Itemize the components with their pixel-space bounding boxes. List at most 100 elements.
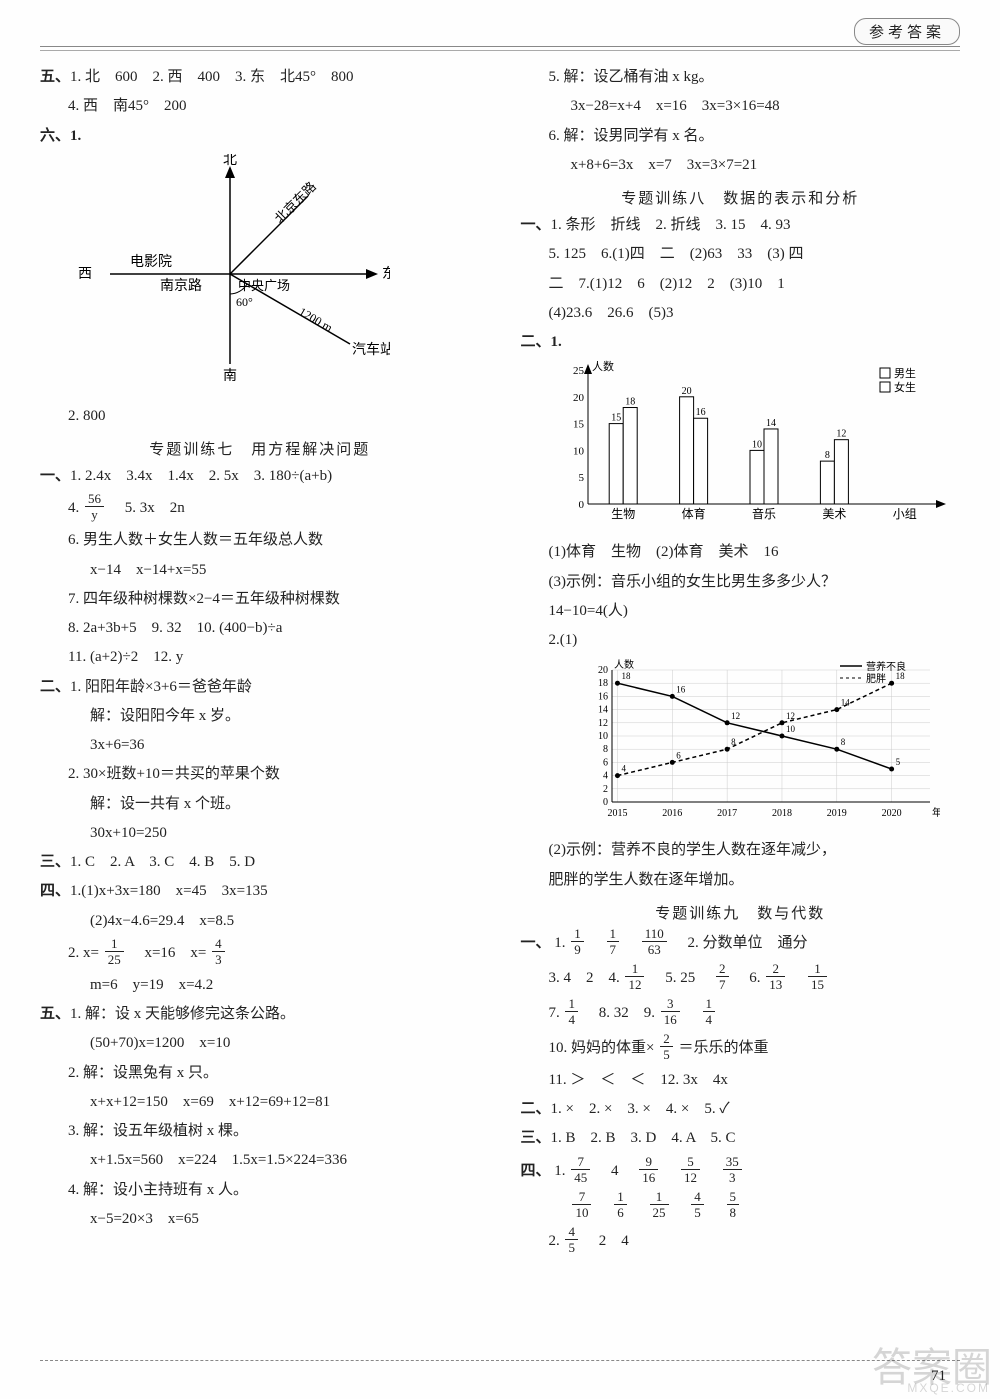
t9-4-r1: 四、 1. 745 4 916 512 353 <box>520 1157 960 1186</box>
t8-2-a3: 14−10=4(人) <box>520 600 960 623</box>
svg-text:5: 5 <box>896 757 901 767</box>
svg-text:14: 14 <box>766 418 776 429</box>
column-divider <box>500 60 501 1359</box>
t8-1-l1: 一、1. 条形 折线 2. 折线 3. 15 4. 93 <box>520 214 960 237</box>
watermark-small: MXQE.COM <box>907 1381 990 1395</box>
svg-text:2019: 2019 <box>827 808 847 819</box>
t7-1-l7: 7. 四年级种树棵数×2−4＝五年级种树棵数 <box>40 588 480 611</box>
svg-text:16: 16 <box>696 407 706 418</box>
t8-2-a2: (3)示例：音乐小组的女生比男生多多少人？ <box>520 571 960 594</box>
t7-1-l4: 4. 56y 5. 3x 2n <box>40 494 480 523</box>
svg-text:25: 25 <box>573 365 585 377</box>
r-t7-5-l5: 5. 解：设乙桶有油 x kg。 <box>520 66 960 89</box>
svg-text:8: 8 <box>825 450 830 461</box>
svg-text:体育: 体育 <box>682 506 706 521</box>
right-column: 5. 解：设乙桶有油 x kg。 3x−28=x+4 x=16 3x=3×16=… <box>520 60 960 1359</box>
svg-text:18: 18 <box>896 671 906 681</box>
svg-text:18: 18 <box>622 671 632 681</box>
t7-1-l6b: x−14 x−14+x=55 <box>40 559 480 582</box>
t8-1-l4: (4)23.6 26.6 (5)3 <box>520 302 960 325</box>
svg-text:10: 10 <box>786 724 796 734</box>
t7-1-l6: 6. 男生人数＋女生人数＝五年级总人数 <box>40 529 480 552</box>
svg-text:20: 20 <box>573 392 585 404</box>
svg-text:2: 2 <box>603 784 608 795</box>
svg-text:2017: 2017 <box>718 808 738 819</box>
svg-text:2016: 2016 <box>663 808 683 819</box>
t7-5-l4b: x−5=20×3 x=65 <box>40 1208 480 1231</box>
svg-text:15: 15 <box>573 419 585 431</box>
r-t7-5-l5b: 3x−28=x+4 x=16 3x=3×16=48 <box>520 95 960 118</box>
compass-diagram: 北 南 东 西 电影院 南京路 中央广场 北京东路 1200 m 汽车站 60° <box>70 154 480 399</box>
t7-2-l1b: 解：设阳阳今年 x 岁。 <box>40 705 480 728</box>
t8-1-l2: 5. 125 6.(1)四 二 (2)63 33 (3) 四 <box>520 243 960 266</box>
t9-1-l11: 11. ＞ ＜ ＜ 12. 3x 4x <box>520 1069 960 1092</box>
topic9-title: 专题训练九 数与代数 <box>520 902 960 923</box>
svg-text:南: 南 <box>223 368 237 384</box>
t9-3: 三、1. B 2. B 3. D 4. A 5. C <box>520 1127 960 1150</box>
svg-text:8: 8 <box>603 744 608 755</box>
svg-text:生物: 生物 <box>612 507 636 521</box>
t8-2-a1: (1)体育 生物 (2)体育 美术 16 <box>520 541 960 564</box>
svg-text:肥胖: 肥胖 <box>866 673 886 685</box>
svg-text:2015: 2015 <box>608 808 628 819</box>
svg-text:1200 m: 1200 m <box>297 304 336 335</box>
t9-4-r3: 2. 45 2 4 <box>520 1227 960 1256</box>
sec5-line4: 4. 西 南45° 200 <box>40 95 480 118</box>
header-rule <box>40 46 960 51</box>
t8-2-label: 二、1. <box>520 331 960 354</box>
sec5-line1: 五、1. 北 600 2. 西 400 3. 东 北45° 800 <box>40 66 480 89</box>
svg-text:北京东路: 北京东路 <box>272 178 319 225</box>
svg-text:10: 10 <box>598 731 608 742</box>
topic7-title: 专题训练七 用方程解决问题 <box>40 438 480 459</box>
topic8-title: 专题训练八 数据的表示和分析 <box>520 187 960 208</box>
bar-chart-1: 0510152025人数男生女生1518生物2016体育1014音乐812美术小… <box>550 360 960 535</box>
t8-1-l3: 二 7.(1)12 6 (2)12 2 (3)10 1 <box>520 273 960 296</box>
t9-1-l7: 7. 14 8. 32 9. 316 14 <box>520 999 960 1028</box>
svg-text:北: 北 <box>223 154 237 168</box>
svg-text:20: 20 <box>682 386 692 397</box>
footer-rule <box>40 1360 960 1361</box>
t7-4-l1b: (2)4x−4.6=29.4 x=8.5 <box>40 910 480 933</box>
t7-5-l2b: x+x+12=150 x=69 x+12=69+12=81 <box>40 1091 480 1114</box>
t8-2-a5: 肥胖的学生人数在逐年增加。 <box>520 869 960 892</box>
svg-text:18: 18 <box>626 397 636 408</box>
t7-4-l1: 四、1.(1)x+3x=180 x=45 3x=135 <box>40 880 480 903</box>
svg-text:4: 4 <box>603 771 608 782</box>
svg-text:音乐: 音乐 <box>752 506 776 521</box>
svg-text:女生: 女生 <box>894 380 916 394</box>
t7-2-l2b: 解：设一共有 x 个班。 <box>40 793 480 816</box>
svg-text:2018: 2018 <box>772 808 792 819</box>
svg-text:年份: 年份 <box>932 806 940 819</box>
t7-1-l1: 一、1. 2.4x 3.4x 1.4x 2. 5x 3. 180÷(a+b) <box>40 465 480 488</box>
t7-2-l2c: 30x+10=250 <box>40 822 480 845</box>
svg-text:人数: 人数 <box>592 360 614 373</box>
svg-text:16: 16 <box>598 692 608 703</box>
svg-text:西: 西 <box>78 267 92 282</box>
header-title: 参考答案 <box>869 25 945 41</box>
svg-text:6: 6 <box>677 751 682 761</box>
r-t7-5-l6: 6. 解：设男同学有 x 名。 <box>520 125 960 148</box>
svg-text:男生: 男生 <box>894 366 916 380</box>
t7-2-l1c: 3x+6=36 <box>40 734 480 757</box>
svg-text:6: 6 <box>603 758 608 769</box>
t7-2-l1: 二、1. 阳阳年龄×3+6＝爸爸年龄 <box>40 676 480 699</box>
svg-text:14: 14 <box>598 705 608 716</box>
t9-2: 二、1. × 2. × 3. × 4. × 5. ✓ <box>520 1098 960 1121</box>
svg-text:12: 12 <box>837 429 847 440</box>
t7-5-l3: 3. 解：设五年级植树 x 棵。 <box>40 1120 480 1143</box>
svg-text:8: 8 <box>841 737 846 747</box>
svg-text:12: 12 <box>598 718 608 729</box>
t7-1-l11: 11. (a+2)÷2 12. y <box>40 646 480 669</box>
t7-5-l1b: (50+70)x=1200 x=10 <box>40 1032 480 1055</box>
t7-5-l3b: x+1.5x=560 x=224 1.5x=1.5×224=336 <box>40 1149 480 1172</box>
svg-text:10: 10 <box>573 446 585 458</box>
t7-4-l2: 2. x= 125 x=16 x= 43 <box>40 939 480 968</box>
t9-1-l10: 10. 妈妈的体重× 25 ＝乐乐的体重 <box>520 1034 960 1063</box>
svg-text:汽车站: 汽车站 <box>352 341 390 358</box>
t7-5-l1: 五、1. 解：设 x 天能够修完这条公路。 <box>40 1003 480 1026</box>
svg-text:12: 12 <box>732 711 741 721</box>
svg-text:0: 0 <box>579 499 585 511</box>
svg-text:5: 5 <box>579 472 585 484</box>
svg-text:电影院: 电影院 <box>130 254 172 270</box>
line-chart-1: 0246810121416182020152016201720182019202… <box>580 658 960 833</box>
